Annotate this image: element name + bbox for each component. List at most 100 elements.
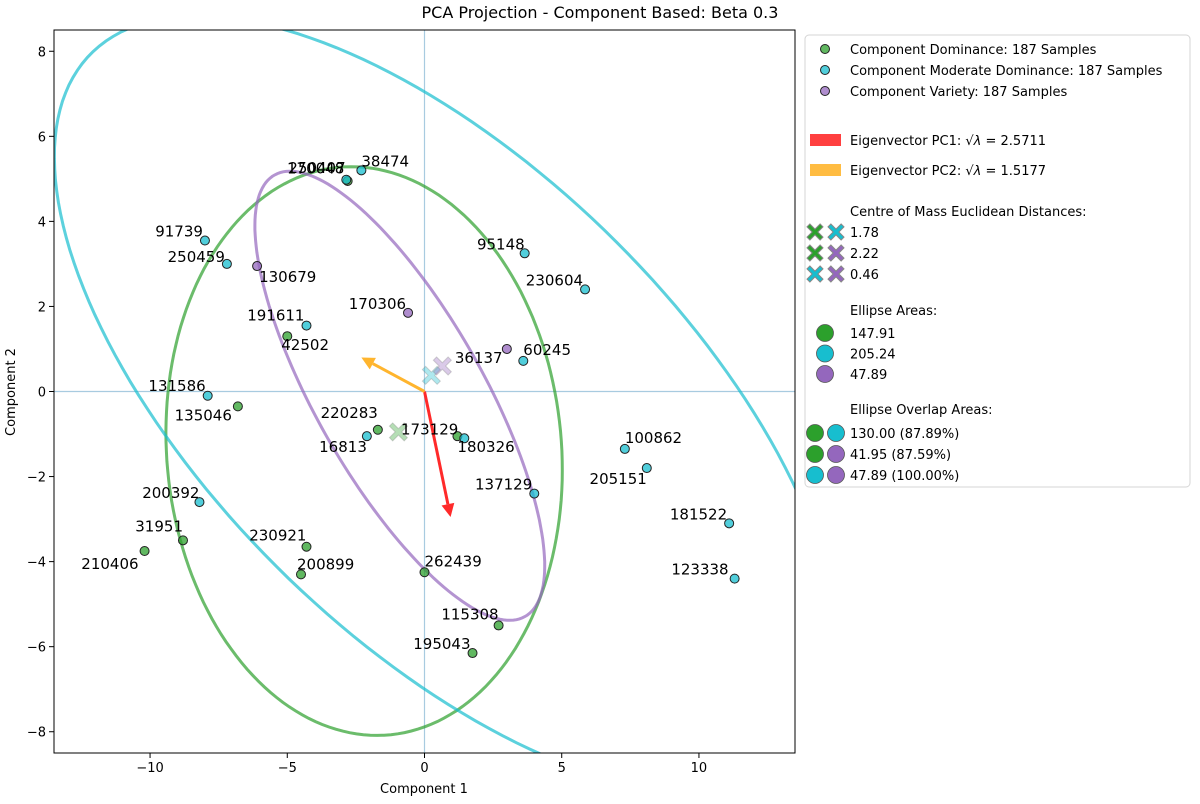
y-tick-label: −8 [27, 726, 46, 741]
point-label: 170048 [287, 160, 344, 178]
point-label: 220283 [321, 404, 378, 422]
data-point-dominance [232, 401, 243, 412]
x-tick-label: −5 [278, 761, 297, 776]
point-label: 173129 [401, 420, 458, 438]
y-tick-label: −6 [27, 641, 46, 656]
legend-overlap-marker-dominance [806, 445, 824, 463]
data-point-dominance [419, 567, 430, 578]
centroid-marker-dominance [388, 422, 409, 442]
legend-area-value: 147.91 [850, 327, 896, 342]
legend-area-marker-variety [816, 365, 834, 383]
legend-label-variety: Component Variety: 187 Samples [850, 85, 1067, 100]
eigenvector-pc1-head [441, 502, 455, 517]
data-point-moderate [619, 443, 630, 454]
data-point-moderate [194, 497, 205, 508]
point-label: 31951 [135, 517, 183, 535]
point-label: 91739 [155, 223, 203, 241]
point-label: 210406 [81, 555, 138, 573]
legend-overlap-value: 47.89 (100.00%) [850, 469, 959, 484]
x-tick-label: 10 [691, 761, 708, 776]
point-label: 16813 [319, 438, 367, 456]
legend-marker-moderate [820, 65, 830, 75]
x-tick-label: 5 [558, 761, 566, 776]
legend-overlap-marker-variety [827, 466, 845, 484]
legend-centroid-moderate [806, 265, 824, 283]
chart-title: PCA Projection - Component Based: Beta 0… [422, 3, 779, 22]
data-point-moderate [199, 235, 210, 246]
x-axis-label: Component 1 [380, 782, 468, 797]
point-label: 250407 [288, 159, 345, 177]
legend-centroid-dominance [806, 223, 824, 241]
y-tick-label: 2 [38, 300, 46, 315]
data-point-dominance [296, 569, 306, 580]
legend-centre-heading: Centre of Mass Euclidean Distances: [850, 205, 1087, 220]
data-point-dominance [372, 424, 383, 435]
data-point-dominance [282, 331, 293, 342]
legend-swatch-pc2 [810, 164, 841, 176]
legend-swatch-pc1 [810, 134, 841, 146]
point-label: 230604 [526, 271, 583, 289]
data-point-variety [501, 343, 512, 354]
point-label: 200899 [297, 555, 354, 573]
data-point-moderate [641, 463, 652, 474]
legend: Component Dominance: 187 Samples Componen… [804, 34, 1191, 488]
data-point-moderate [301, 320, 312, 331]
legend-centroid-moderate [827, 223, 845, 241]
legend-overlap-marker-moderate [827, 424, 845, 442]
point-label: 135046 [175, 406, 232, 424]
data-point-moderate [341, 174, 352, 185]
data-point-variety [403, 307, 414, 318]
point-label: 60245 [523, 341, 571, 359]
legend-area-value: 47.89 [850, 368, 887, 383]
point-label: 123338 [671, 561, 728, 579]
point-label: 170306 [349, 295, 406, 313]
legend-overlap-value: 130.00 (87.89%) [850, 427, 959, 442]
data-point-variety [252, 261, 263, 272]
legend-overlap-heading: Ellipse Overlap Areas: [850, 403, 993, 418]
legend-label-pc2: Eigenvector PC2: √λ = 1.5177 [850, 164, 1046, 179]
ellipse-moderate [54, 30, 795, 753]
legend-marker-dominance [820, 44, 830, 54]
legend-overlap-marker-dominance [806, 424, 824, 442]
y-axis-label: Component 2 [4, 348, 19, 436]
y-tick-label: 6 [38, 130, 46, 145]
legend-area-value: 205.24 [850, 348, 896, 363]
legend-area-marker-dominance [816, 324, 834, 342]
legend-label-dominance: Component Dominance: 187 Samples [850, 43, 1097, 58]
legend-marker-variety [820, 86, 830, 96]
point-label: 180326 [457, 438, 514, 456]
data-point-moderate [724, 518, 735, 529]
point-label: 115308 [441, 605, 498, 623]
point-label: 181522 [670, 505, 727, 523]
point-label: 137129 [475, 476, 532, 494]
legend-centroid-variety [827, 244, 845, 262]
point-label: 195043 [413, 635, 470, 653]
y-tick-label: −2 [27, 471, 46, 486]
data-point-dominance [467, 648, 478, 659]
centroid-marker-variety [432, 356, 453, 376]
eigenvector-pc2-shaft [372, 362, 426, 393]
point-label: 262439 [425, 552, 482, 570]
x-tick-label: −10 [136, 761, 163, 776]
legend-centroid-variety [827, 265, 845, 283]
legend-centroid-dominance [806, 244, 824, 262]
data-point-moderate [729, 573, 740, 584]
data-point-dominance [493, 620, 504, 631]
legend-overlap-value: 41.95 (87.59%) [850, 448, 951, 463]
point-label: 131586 [148, 377, 205, 395]
y-tick-label: 4 [38, 215, 46, 230]
data-point-moderate [529, 488, 540, 499]
point-label: 191611 [247, 307, 304, 325]
y-tick-label: 0 [38, 386, 46, 401]
ellipses [54, 30, 795, 753]
legend-overlap-marker-variety [827, 445, 845, 463]
data-point-moderate [518, 355, 529, 366]
data-point-dominance [301, 541, 312, 552]
legend-distance-value: 2.22 [850, 247, 879, 262]
data-point-moderate [459, 433, 470, 444]
point-label: 36137 [455, 349, 503, 367]
legend-label-moderate: Component Moderate Dominance: 187 Sample… [850, 64, 1163, 79]
